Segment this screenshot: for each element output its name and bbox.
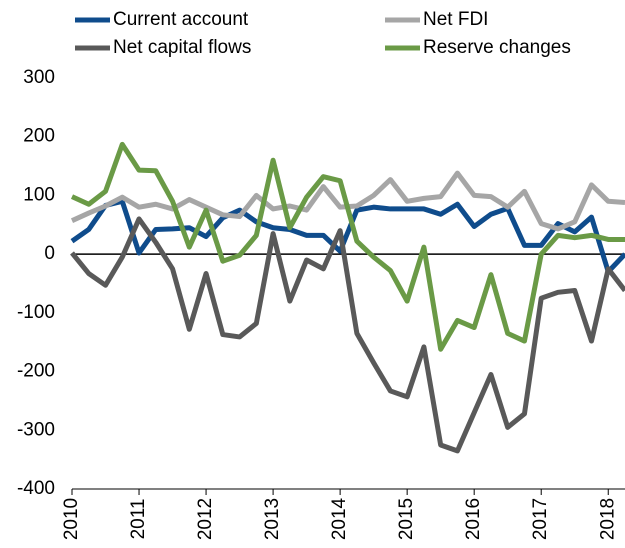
x-tick-label: 2015 [396,498,417,540]
legend-label: Reserve changes [423,37,571,58]
x-tick-label: 2012 [195,498,216,540]
legend-label: Current account [113,9,249,30]
x-tick-label: 2010 [61,498,82,540]
y-tick-label: 0 [44,243,55,264]
series-line [70,216,625,454]
y-tick-label: 300 [23,67,55,88]
y-tick-label: -100 [17,302,55,323]
y-tick-label: -300 [17,419,55,440]
x-tick-label: 2014 [329,497,350,540]
series-line [70,198,625,275]
y-tick-label: -400 [17,478,55,499]
x-tick-label: 2018 [597,498,618,540]
x-tick-label: 2016 [463,498,484,540]
y-tick-label: 100 [23,184,55,205]
legend-label: Net capital flows [113,37,251,58]
legend-label: Net FDI [423,9,488,30]
y-tick-label: 200 [23,126,55,147]
x-tick-label: 2011 [128,499,149,540]
series-line [70,141,625,352]
x-tick-label: 2017 [530,498,551,540]
series-line [70,170,625,232]
y-tick-label: -200 [17,361,55,382]
x-tick-label: 2013 [262,498,283,540]
